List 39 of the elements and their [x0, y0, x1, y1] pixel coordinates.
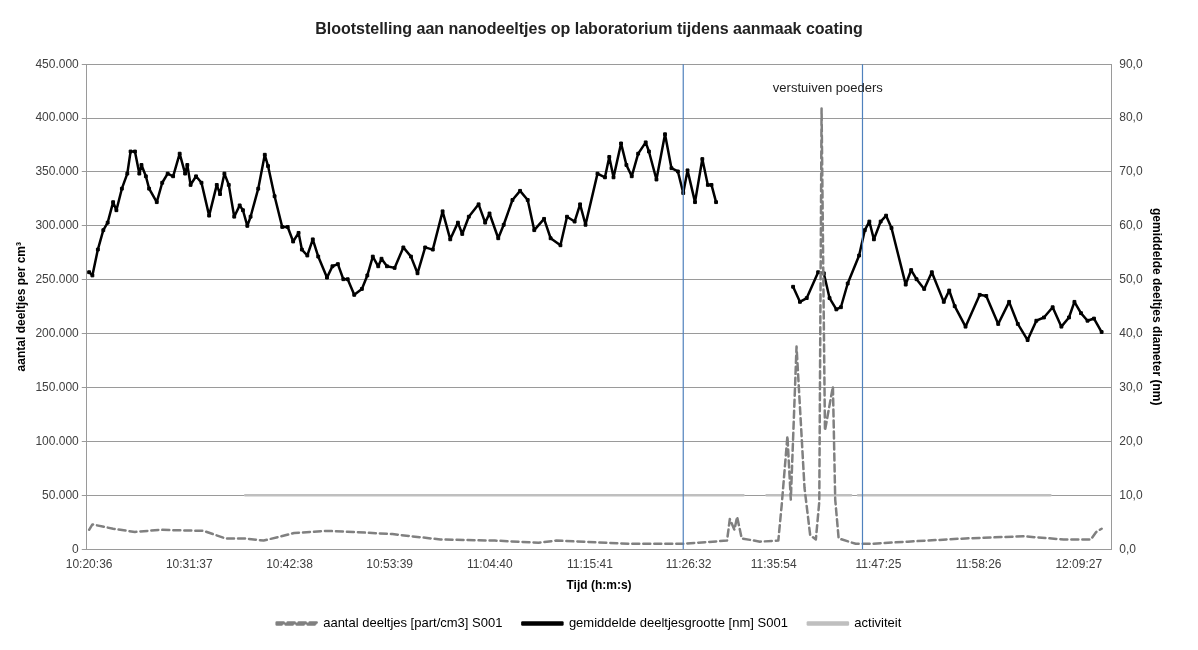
y2-tick-label: 80,0	[1119, 110, 1143, 125]
y2-tick-label: 50,0	[1119, 272, 1143, 287]
x-tick-label: 10:31:37	[165, 556, 213, 571]
y-axis-title: aantal deeltjes per cm³	[13, 242, 28, 372]
y-tick-label: 0	[72, 541, 80, 556]
y-tick-label: 50.000	[42, 487, 80, 502]
legend-label: gemiddelde deeltjesgrootte [nm] S001	[568, 615, 788, 631]
y2-tick-label: 20,0	[1119, 433, 1143, 448]
y-tick-label: 450.000	[35, 56, 80, 71]
chart-title: Blootstelling aan nanodeeltjes op laboratorium tijdens aanmaak coating	[315, 20, 863, 38]
line-series	[87, 107, 1103, 546]
legend-label: aantal deeltjes [part/cm3] S001	[323, 615, 503, 631]
x-tick-label: 11:15:41	[567, 556, 614, 571]
y2-tick-label: 30,0	[1119, 379, 1143, 394]
x-tick-label: 11:58:26	[955, 556, 1002, 571]
x-tick-label: 11:47:25	[855, 556, 902, 571]
x-axis-title: Tijd (h:m:s)	[566, 578, 632, 593]
y-tick-label: 200.000	[35, 325, 80, 340]
y2-tick-label: 60,0	[1119, 218, 1143, 233]
x-tick-label: 11:26:32	[665, 556, 712, 571]
x-tick-label: 10:42:38	[266, 556, 314, 571]
x-tick-label: 11:35:54	[750, 556, 797, 571]
y2-axis-title: gemiddelde deeltjes diameter (nm)	[1150, 208, 1165, 406]
y2-tick-label: 10,0	[1119, 487, 1143, 502]
y2-tick-label: 70,0	[1119, 164, 1143, 179]
y-tick-label: 400.000	[35, 110, 80, 125]
x-tick-label: 12:09:27	[1055, 556, 1103, 571]
y-tick-label: 100.000	[35, 433, 80, 448]
y-tick-label: 250.000	[35, 272, 80, 287]
legend-label: activiteit	[854, 615, 902, 631]
x-tick-label: 10:53:39	[366, 556, 414, 571]
y-tick-label: 300.000	[35, 218, 80, 233]
y2-tick-label: 0,0	[1119, 541, 1137, 556]
y2-tick-label: 90,0	[1119, 56, 1143, 71]
y2-tick-label: 40,0	[1119, 325, 1143, 340]
x-tick-label: 10:20:36	[65, 556, 113, 571]
x-tick-label: 11:04:40	[466, 556, 514, 571]
y-tick-label: 150.000	[35, 379, 80, 394]
y-tick-label: 350.000	[35, 164, 80, 179]
